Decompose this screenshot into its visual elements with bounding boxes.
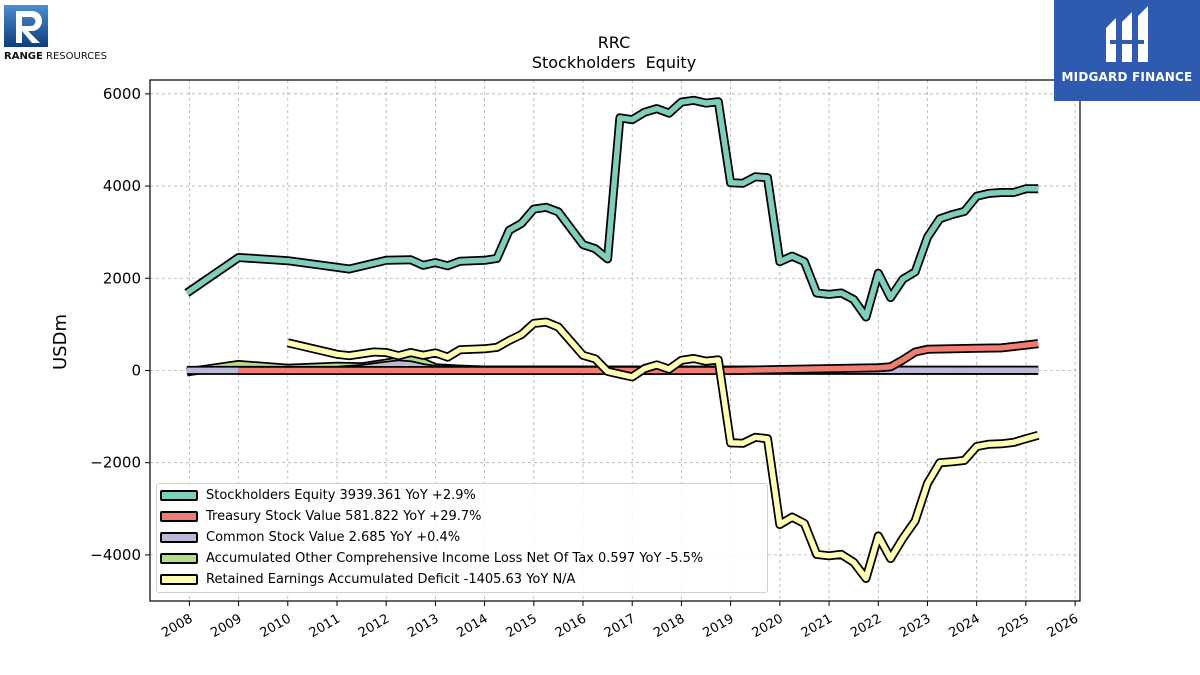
range-r-icon	[4, 5, 48, 47]
x-tick-label: 2022	[848, 611, 884, 641]
legend-label: Retained Earnings Accumulated Deficit -1…	[206, 571, 576, 587]
legend-swatch	[160, 489, 198, 501]
series-line-treasury-stock-value	[238, 340, 1039, 374]
chart-title: RRC	[598, 33, 631, 52]
midgard-finance-logo: MIDGARD FINANCE	[1054, 0, 1200, 101]
x-tick-label: 2026	[1045, 611, 1081, 641]
x-tick-label: 2010	[258, 611, 294, 641]
chart-subtitle: Stockholders Equity	[532, 53, 696, 72]
x-tick-label: 2015	[504, 611, 540, 641]
legend-label: Common Stock Value 2.685 YoY +0.4%	[206, 529, 461, 545]
legend-item-common-stock: Common Stock Value 2.685 YoY +0.4%	[160, 527, 460, 547]
x-tick-label: 2014	[454, 611, 490, 641]
legend-label: Accumulated Other Comprehensive Income L…	[206, 550, 704, 566]
legend-label: Treasury Stock Value 581.822 YoY +29.7%	[206, 508, 482, 524]
x-tick-label: 2013	[405, 611, 441, 641]
x-tick-label: 2023	[897, 611, 933, 641]
y-tick-label: 0	[131, 361, 141, 379]
x-tick-label: 2016	[553, 611, 589, 641]
x-tick-label: 2011	[307, 611, 343, 641]
legend-item-aoci: Accumulated Other Comprehensive Income L…	[160, 548, 703, 568]
series-line-retained-earnings-accumulated-deficit	[287, 319, 1039, 582]
x-tick-label: 2012	[356, 611, 392, 641]
y-tick-label: 4000	[103, 177, 141, 195]
legend-item-retained-earnings: Retained Earnings Accumulated Deficit -1…	[160, 569, 575, 589]
y-tick-label: −4000	[90, 546, 141, 564]
y-axis-label: USDm	[50, 314, 71, 370]
x-tick-label: 2020	[750, 611, 786, 641]
range-resources-wordmark: RANGE RESOURCES	[4, 51, 107, 62]
plot-frame	[149, 79, 1081, 602]
x-tick-label: 2025	[996, 611, 1032, 641]
legend-item-treasury-stock: Treasury Stock Value 581.822 YoY +29.7%	[160, 506, 482, 526]
x-tick-label: 2021	[799, 611, 835, 641]
series-layer	[184, 95, 1040, 583]
x-tick-label: 2009	[208, 611, 244, 641]
x-tick-label: 2024	[947, 611, 983, 641]
y-tick-label: 2000	[103, 269, 141, 287]
midgard-finance-wordmark: MIDGARD FINANCE	[1061, 70, 1193, 84]
midgard-emblem-icon	[1106, 6, 1148, 62]
series-line-stockholders-equity	[185, 97, 1039, 320]
legend-item-stockholders-equity: Stockholders Equity 3939.361 YoY +2.9%	[160, 485, 476, 505]
legend-swatch	[160, 552, 198, 564]
legend-swatch	[160, 573, 198, 585]
legend-label: Stockholders Equity 3939.361 YoY +2.9%	[206, 487, 476, 503]
range-resources-logo: RANGE RESOURCES	[4, 5, 134, 65]
x-axis-ticks: 2008 2009 2010 2011 2012 2013 2014 2015 2016 2017…	[159, 601, 1081, 641]
chart-legend: Stockholders Equity 3939.361 YoY +2.9% T…	[156, 483, 768, 593]
x-tick-label: 2018	[651, 611, 687, 641]
y-tick-label: 6000	[103, 85, 141, 103]
legend-swatch	[160, 531, 198, 543]
y-axis-ticks: −4000 −2000 0 2000 4000 6000	[90, 85, 150, 564]
x-tick-label: 2017	[602, 611, 638, 641]
y-tick-label: −2000	[90, 454, 141, 472]
x-tick-label: 2019	[700, 611, 736, 641]
x-tick-label: 2008	[159, 611, 195, 641]
legend-swatch	[160, 510, 198, 522]
